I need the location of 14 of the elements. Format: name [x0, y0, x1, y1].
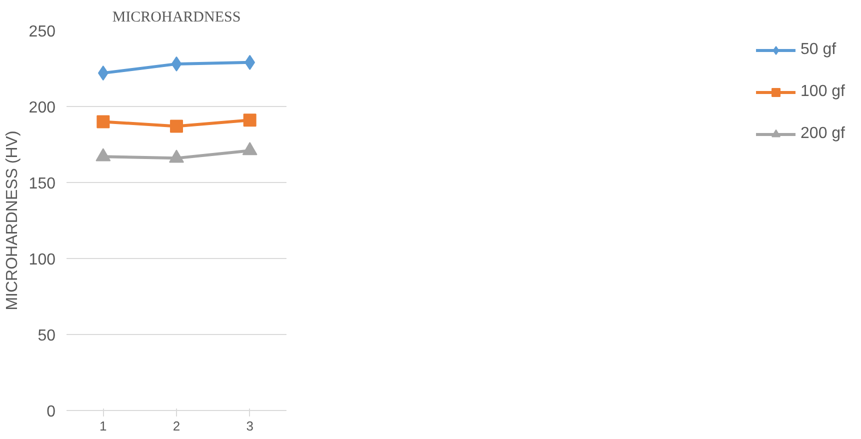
y-tick-label: 50 [38, 328, 56, 344]
y-tick-label: 0 [46, 404, 56, 420]
legend-label: 100 gf [800, 83, 845, 101]
y-tick-label: 100 [28, 252, 56, 268]
y-tick-label: 150 [28, 176, 56, 192]
legend-label: 200 gf [800, 125, 845, 143]
x-tick-label: 2 [172, 418, 180, 434]
y-tick-label: 200 [28, 100, 56, 116]
y-axis-title: MICROHARDNESS (HV) [4, 130, 21, 310]
legend-label: 50 gf [800, 41, 836, 59]
x-tick-label: 3 [246, 418, 254, 434]
chart-title: MICROHARDNESS [112, 10, 241, 26]
y-tick-label: 250 [28, 24, 56, 40]
x-tick-label: 1 [100, 418, 107, 434]
